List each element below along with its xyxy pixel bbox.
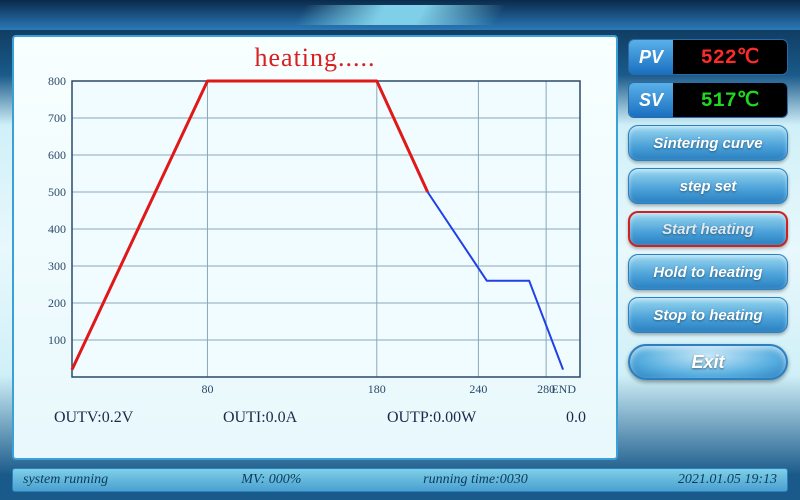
outv-value: OUTV:0.2V [54,409,133,427]
svg-text:400: 400 [48,222,66,236]
start-heating-button[interactable]: Start heating [628,211,788,247]
svg-text:600: 600 [48,148,66,162]
svg-text:180: 180 [368,382,386,396]
chart-panel: heating..... 100 200 300 400 500 600 700 800 80 1… [12,35,618,460]
pv-readout: PV 522℃ [628,39,788,75]
svg-text:200: 200 [48,296,66,310]
status-system: system running [23,472,241,488]
pv-label: PV [629,40,673,74]
chart-title: heating..... [24,43,606,73]
svg-text:100: 100 [48,333,66,347]
pv-value: 522℃ [673,40,787,74]
main-area: heating..... 100 200 300 400 500 600 700 800 80 1… [12,35,788,460]
exit-button[interactable]: Exit [628,344,788,380]
svg-text:80: 80 [201,382,213,396]
status-bar: system running MV: 000% running time:003… [12,468,788,492]
sintering-curve-button[interactable]: Sintering curve [628,125,788,161]
step-set-button[interactable]: step set [628,168,788,204]
outi-value: OUTI:0.0A [223,409,297,427]
svg-text:240: 240 [469,382,487,396]
svg-text:500: 500 [48,185,66,199]
top-decorative-bar [0,0,800,30]
heating-curve-chart: 10020030040050060070080080180240280END [30,75,600,405]
output-readouts: OUTV:0.2V OUTI:0.0A OUTP:0.00W 0.0 [24,405,606,427]
svg-text:700: 700 [48,111,66,125]
svg-text:END: END [551,382,576,396]
status-datetime: 2021.01.05 19:13 [678,472,777,488]
status-runtime: running time:0030 [423,472,678,488]
status-mv: MV: 000% [241,472,423,488]
svg-text:800: 800 [48,75,66,88]
out-extra-value: 0.0 [566,409,586,427]
outp-value: OUTP:0.00W [387,409,476,427]
sv-value: 517℃ [673,83,787,117]
side-panel: PV 522℃ SV 517℃ Sintering curve step set… [628,35,788,460]
sv-label: SV [629,83,673,117]
hold-heating-button[interactable]: Hold to heating [628,254,788,290]
sv-readout: SV 517℃ [628,82,788,118]
svg-text:300: 300 [48,259,66,273]
stop-heating-button[interactable]: Stop to heating [628,297,788,333]
